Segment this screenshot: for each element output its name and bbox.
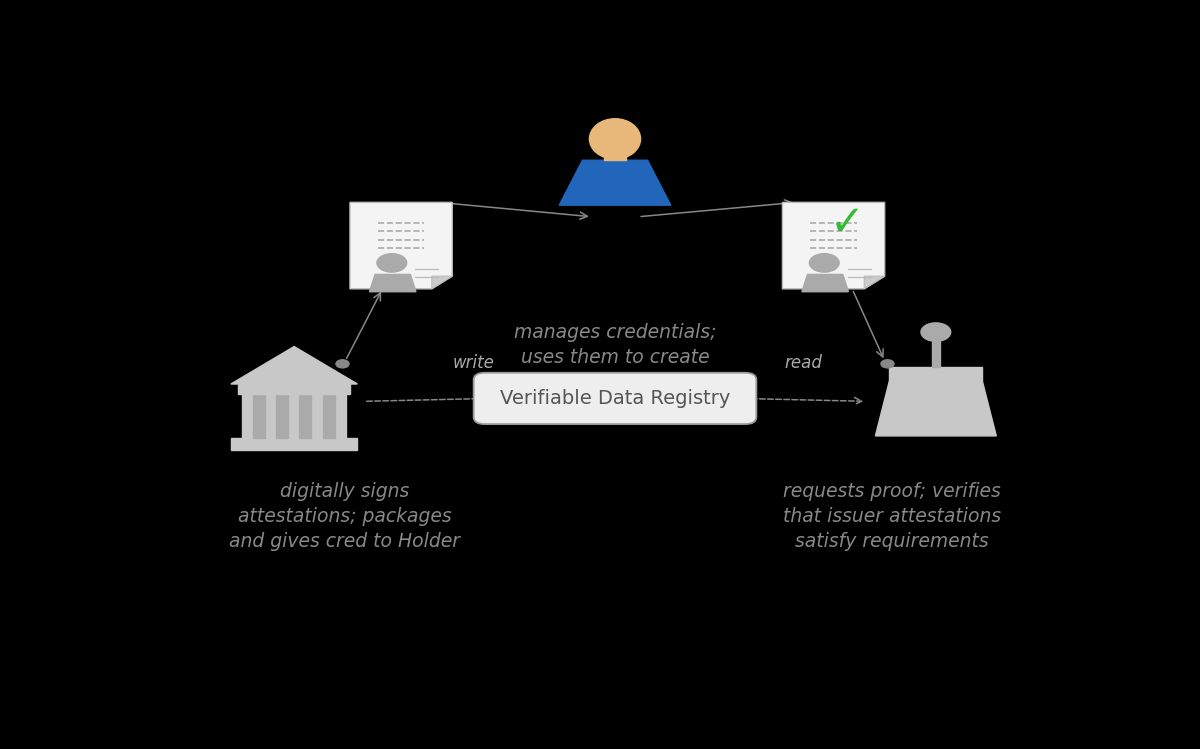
Circle shape xyxy=(377,254,407,272)
Polygon shape xyxy=(370,274,416,292)
Polygon shape xyxy=(432,276,452,289)
Bar xyxy=(239,384,350,395)
Bar xyxy=(889,367,983,381)
Circle shape xyxy=(809,254,839,272)
Text: ✓: ✓ xyxy=(830,201,865,243)
Polygon shape xyxy=(876,381,996,436)
Ellipse shape xyxy=(589,118,641,159)
Polygon shape xyxy=(350,202,452,289)
Polygon shape xyxy=(559,160,671,205)
Polygon shape xyxy=(230,347,358,384)
Text: manages credentials;
uses them to create
presentations of proof
for Verifiers: manages credentials; uses them to create… xyxy=(511,324,719,417)
Polygon shape xyxy=(802,274,848,292)
Bar xyxy=(253,395,265,437)
Text: digitally signs
attestations; packages
and gives cred to Holder: digitally signs attestations; packages a… xyxy=(229,482,460,551)
Bar xyxy=(276,395,288,437)
Text: requests proof; verifies
that issuer attestations
satisfy requirements: requests proof; verifies that issuer att… xyxy=(782,482,1001,551)
Bar xyxy=(323,395,335,437)
Circle shape xyxy=(336,360,349,368)
Polygon shape xyxy=(782,202,884,289)
Bar xyxy=(230,437,358,450)
Bar xyxy=(932,332,940,367)
Circle shape xyxy=(881,360,894,368)
Bar xyxy=(604,146,626,160)
Text: write: write xyxy=(452,354,494,372)
Text: read: read xyxy=(785,354,822,372)
Circle shape xyxy=(920,323,950,342)
Bar xyxy=(299,395,311,437)
FancyBboxPatch shape xyxy=(474,373,756,424)
Bar xyxy=(242,395,347,437)
Text: Verifiable Data Registry: Verifiable Data Registry xyxy=(500,389,730,408)
Polygon shape xyxy=(864,276,884,289)
